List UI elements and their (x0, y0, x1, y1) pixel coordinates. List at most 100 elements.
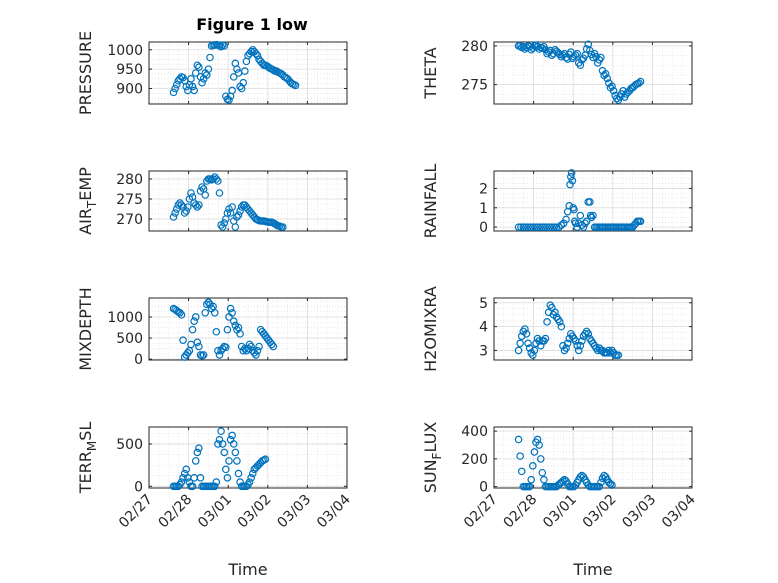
y-tick-label: 500 (116, 331, 143, 347)
data-point (196, 474, 205, 482)
x-tick-label: 03/02 (580, 492, 620, 532)
y-tick-label: 270 (116, 212, 143, 228)
data-point (595, 482, 604, 491)
data-point (279, 223, 287, 231)
axes-box (493, 170, 693, 232)
data-point (176, 308, 184, 317)
x-axis-label: Time (572, 560, 612, 579)
data-point (177, 311, 186, 319)
data-point (562, 215, 570, 224)
data-point (220, 219, 229, 227)
data-point (182, 465, 191, 474)
data-point (563, 55, 572, 63)
data-point (608, 481, 616, 490)
y-tick-label: 1 (479, 201, 488, 217)
data-point (516, 452, 524, 460)
data-point (241, 67, 249, 75)
data-point (223, 325, 232, 334)
data-point (519, 223, 528, 231)
x-tick-label: 03/03 (619, 492, 659, 532)
data-point (517, 223, 525, 231)
data-point (530, 346, 539, 355)
y-tick-label: 200 (461, 452, 488, 468)
y-axis-label-sub: M (85, 441, 99, 451)
data-point (233, 213, 241, 221)
data-point (571, 51, 580, 59)
data-point (291, 81, 300, 90)
data-point (636, 217, 645, 226)
data-point (190, 317, 198, 325)
y-tick-label: 275 (461, 78, 488, 94)
y-axis-label: SUNFLUX (421, 422, 444, 494)
x-tick-label: 03/03 (274, 492, 314, 532)
data-point (529, 223, 537, 231)
data-point (191, 313, 200, 321)
data-point (229, 73, 238, 81)
data-point (535, 441, 543, 449)
data-point (217, 42, 225, 51)
y-tick-label: 275 (116, 192, 143, 208)
data-point (234, 211, 243, 219)
data-point (239, 78, 248, 87)
data-point (584, 329, 593, 338)
data-point (524, 339, 532, 348)
data-point (269, 342, 278, 351)
data-point (223, 474, 232, 482)
data-point (597, 478, 605, 487)
data-point (188, 325, 197, 334)
data-point (555, 318, 564, 326)
data-point (597, 53, 605, 62)
subplot-mixdepth: 0 500 1000 MIXDEPTH (76, 287, 348, 371)
data-point (526, 223, 535, 231)
y-axis-label: THETA (421, 47, 440, 99)
data-point (253, 346, 262, 355)
data-point (233, 457, 241, 465)
x-tick-label: 02/28 (156, 492, 196, 532)
data-point (239, 346, 248, 355)
data-point (530, 448, 539, 456)
data-point (543, 223, 551, 231)
data-point (601, 69, 610, 78)
data-point (191, 69, 200, 77)
subplot-pressure: 900 950 1000 PRESSURE (76, 31, 348, 115)
x-axis-label: Time (227, 560, 267, 579)
data-point (248, 469, 257, 478)
y-tick-label: 0 (479, 220, 488, 236)
data-point (525, 482, 534, 491)
y-axis-label-sub: T (85, 200, 99, 209)
data-point (635, 79, 643, 87)
data-point (517, 467, 526, 476)
data-point (552, 223, 561, 231)
y-axis-label-rest: SL (76, 422, 95, 441)
data-point (570, 205, 578, 214)
data-point (198, 78, 206, 87)
data-point (223, 209, 232, 217)
y-tick-label: 0 (134, 352, 143, 368)
data-point (172, 80, 181, 89)
y-axis-label-sub: F (430, 452, 444, 459)
data-point (606, 480, 615, 488)
data-point (557, 322, 566, 331)
data-point (184, 203, 192, 211)
data-point (171, 84, 179, 93)
data-point (195, 201, 203, 209)
data-point (636, 77, 645, 86)
data-point (550, 223, 558, 231)
y-tick-label: 1000 (107, 43, 143, 59)
data-point (589, 211, 597, 220)
data-point (226, 304, 235, 313)
data-point (573, 49, 581, 58)
y-tick-label: 2 (479, 181, 488, 197)
y-axis-label: TERRMSL (76, 422, 99, 495)
subplot-rainfall: 0 1 2 RAINFALL (421, 164, 693, 238)
data-point (169, 213, 178, 221)
y-tick-label: 950 (116, 62, 143, 78)
y-tick-label: 0 (479, 480, 488, 496)
data-point (573, 341, 581, 350)
axes-box (493, 297, 693, 361)
data-point (195, 63, 203, 71)
data-point (193, 203, 202, 211)
data-point (206, 53, 214, 62)
data-point (169, 88, 178, 97)
